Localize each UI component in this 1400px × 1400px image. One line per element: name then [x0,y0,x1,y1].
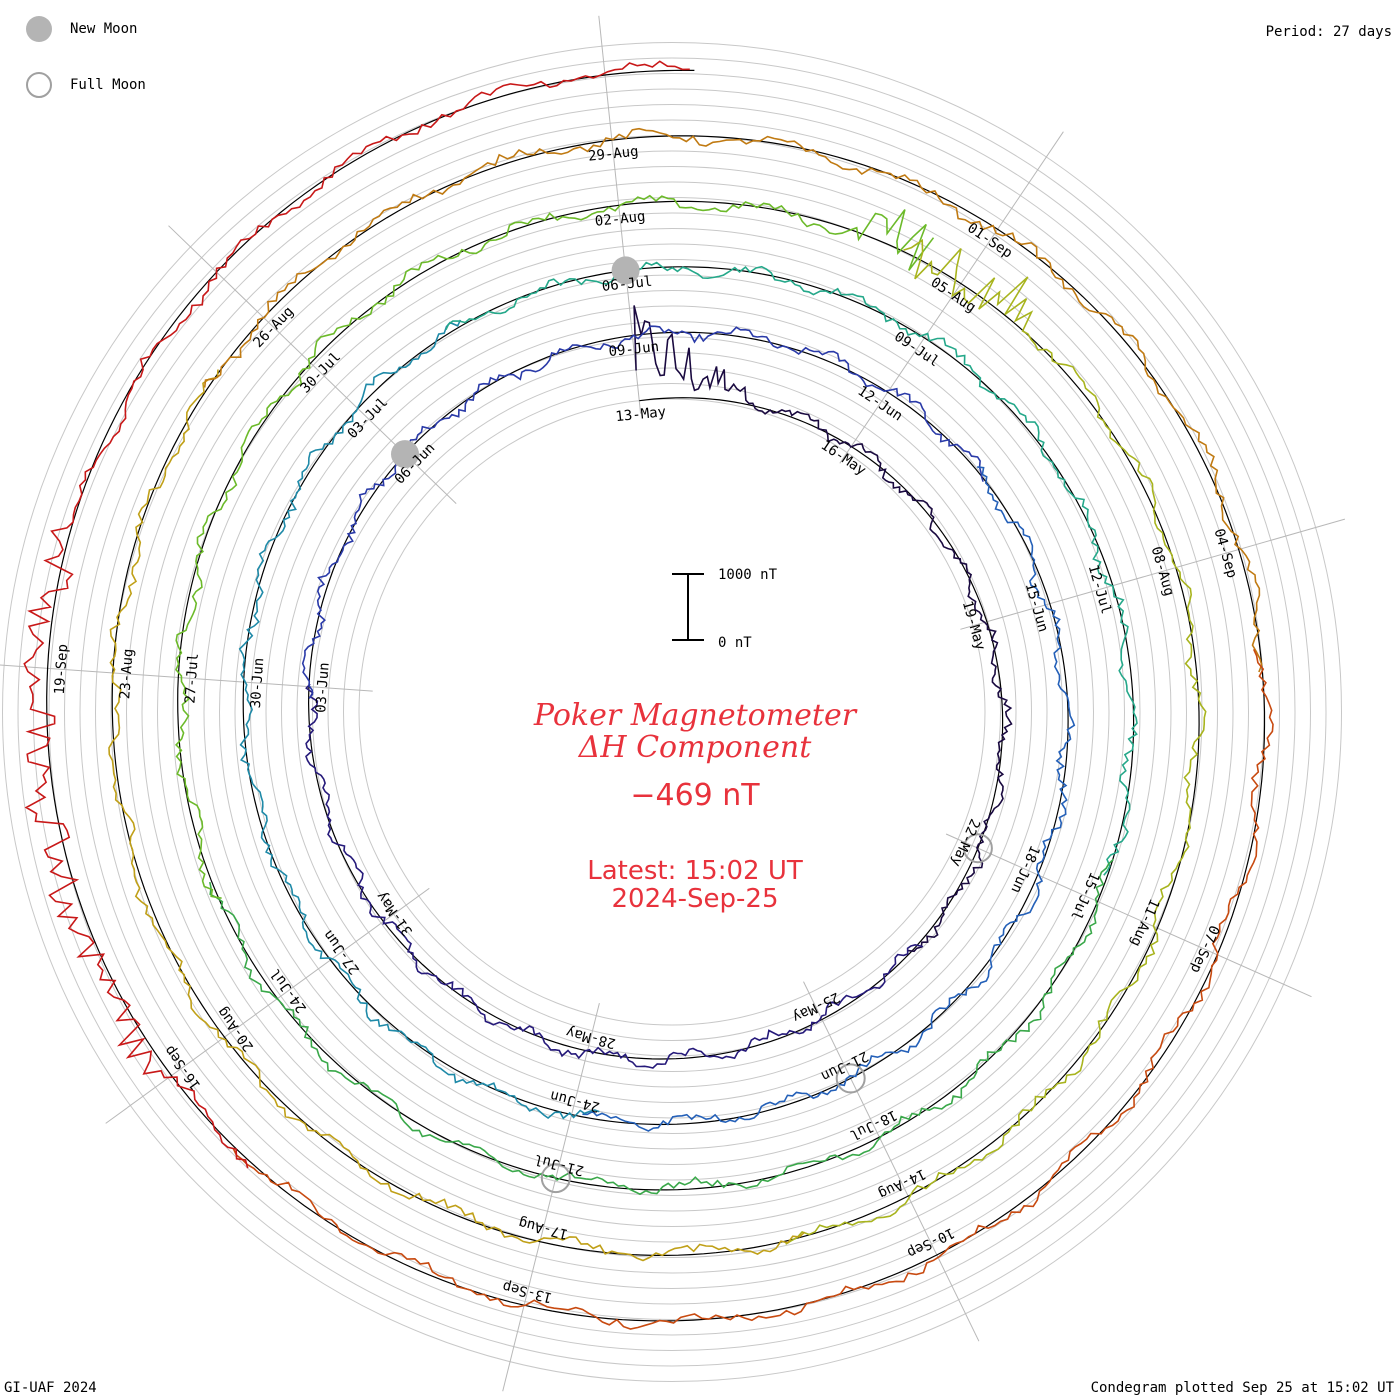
reference-ring [126,166,1218,1258]
reference-ring [219,259,1125,1165]
legend-new-moon: New Moon [26,14,137,44]
footer-credit: GI-UAF 2024 [4,1380,97,1396]
date-label: 02-Aug [594,209,646,230]
date-label: 12-Jul [1085,563,1114,616]
date-spoke [502,1002,600,1392]
trace-segment-2 [305,683,924,1069]
full-moon-marker [835,1063,866,1094]
trace-segment-9 [785,238,1207,1245]
reference-ring [110,150,1234,1274]
trace-segment-13 [23,60,690,1169]
trace-segment-10 [108,369,806,1262]
date-label: 08-Aug [1148,545,1177,598]
date-label: 14-Aug [876,1165,928,1202]
latest-date: 2024-Sep-25 [611,884,779,914]
date-label: 30-Jul [298,349,345,396]
trace-segment-11 [203,127,1263,673]
scale-bar: 1000 nT 0 nT [672,567,778,651]
date-spoke [839,131,1064,464]
reference-ring [188,228,1156,1196]
date-label: 19-Sep [52,644,71,696]
period-label: Period: 27 days [1265,24,1392,40]
date-spoke [0,664,373,692]
date-label: 13-May [615,404,667,425]
date-label: 23-Aug [117,648,136,700]
spiral-baseline [46,69,1266,1322]
date-label: 20-Aug [214,1004,257,1054]
title-line2: ΔH Component [578,730,812,765]
footer-plotted: Condegram plotted Sep 25 at 15:02 UT [1090,1380,1394,1396]
date-spoke [803,981,980,1342]
date-spoke [945,833,1312,998]
reference-ring [33,73,1311,1351]
chart-title: Poker Magnetometer ΔH Component −469 nT … [390,698,1000,914]
trace-segment-5 [238,319,600,1120]
trace-segment-4 [582,466,1076,1132]
reference-ring [48,88,1296,1336]
date-spoke [105,887,430,1124]
reference-ring [64,104,1280,1320]
reference-ring [327,367,1017,1057]
date-label: 27-Jul [182,653,201,705]
date-label: 18-Jul [847,1106,899,1143]
reference-ring [281,321,1063,1103]
magnetometer-traces [23,60,1274,1330]
reference-ring [141,181,1203,1243]
current-value: −469 nT [630,778,760,813]
reference-ring [358,398,986,1026]
scale-top-label: 1000 nT [718,567,778,583]
trace-segment-3 [301,325,984,699]
reference-ring [2,42,1342,1382]
legend-full-moon: Full Moon [26,70,146,100]
date-spoke [598,15,642,414]
date-label: 30-Jun [248,657,267,709]
date-label: 29-Aug [587,144,639,165]
reference-ring [312,352,1032,1072]
new-moon-marker [611,256,640,285]
new-moon-marker [391,440,419,469]
trace-segment-12 [232,648,1274,1330]
new-moon-icon [26,16,52,42]
reference-ring [17,57,1327,1367]
date-label: 03-Jun [313,662,332,714]
full-moon-icon [26,72,52,98]
trace-segment-8 [174,194,935,899]
reference-ring [172,212,1172,1212]
full-moon-label: Full Moon [70,77,146,93]
date-label: 06-Jul [601,274,653,295]
date-label: 16-Sep [162,1042,205,1092]
latest-time: Latest: 15:02 UT [587,856,803,886]
reference-ring [157,197,1187,1227]
moon-markers [391,256,993,1194]
date-label: 03-Jul [345,395,392,442]
date-label: 09-Jun [608,339,660,360]
reference-ring [203,243,1141,1181]
reference-ring [234,274,1110,1150]
baseline-spiral [46,69,1266,1322]
full-moon-marker [962,833,993,864]
date-label: 24-Jul [267,965,310,1015]
new-moon-label: New Moon [70,21,138,37]
full-moon-marker [540,1163,571,1194]
date-label: 10-Sep [904,1224,956,1261]
date-label: 07-Sep [1187,923,1222,976]
date-spoke [960,518,1346,630]
trace-segment-7 [209,858,1114,1196]
date-label: 21-Jun [818,1048,870,1085]
title-line1: Poker Magnetometer [533,698,857,733]
scale-bottom-label: 0 nT [718,635,752,651]
reference-ring [343,383,1001,1041]
date-label: 25-May [790,989,842,1026]
